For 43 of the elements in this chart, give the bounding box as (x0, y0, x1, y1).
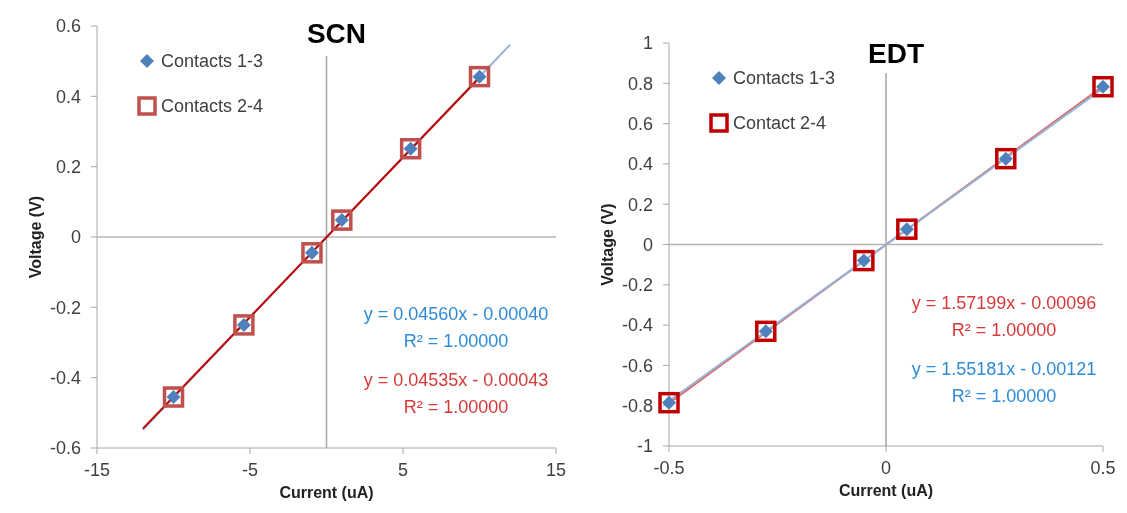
annotation: R² = 1.00000 (951, 320, 1057, 340)
x-axis-title: Current (uA) (279, 484, 374, 501)
annotation: R² = 1.00000 (951, 386, 1057, 406)
y-tick-label: -0.2 (621, 275, 653, 296)
annotation: R² = 1.00000 (403, 331, 509, 351)
x-tick-label: 0 (880, 458, 892, 478)
y-tick-label: -0.8 (621, 396, 653, 416)
x-tick-label: -5 (241, 460, 259, 480)
chart-title: EDT (868, 38, 924, 69)
y-axis-title: Voltage (V) (27, 195, 44, 279)
annotation: y = 0.04560x - 0.00040 (363, 304, 549, 324)
y-tick-label: -0.2 (49, 297, 81, 318)
chart-title: SCN (306, 18, 367, 49)
x-tick-label: -0.5 (653, 458, 685, 478)
y-tick-label: 0.6 (627, 113, 653, 134)
x-tick-label: 0.5 (1090, 458, 1116, 478)
annotation: y = 1.57199x - 0.00096 (911, 293, 1097, 313)
legend-label: Contacts 1-3 (733, 68, 836, 89)
y-axis-title: Voltage (V) (599, 203, 616, 286)
y-tick-label: 0.4 (627, 154, 653, 175)
legend-label: Contact 2-4 (733, 113, 827, 134)
legend-label: Contacts 2-4 (161, 96, 264, 117)
annotation: y = 1.55181x - 0.00121 (911, 359, 1097, 379)
y-tick-label: 0.8 (627, 73, 653, 94)
y-tick-label: -0.4 (49, 367, 81, 388)
x-tick-label: -15 (83, 460, 111, 480)
annotation: R² = 1.00000 (403, 397, 509, 417)
x-tick-label: 15 (545, 460, 567, 480)
y-tick-label: -0.6 (621, 355, 653, 376)
y-tick-label: 0 (642, 234, 653, 255)
y-tick-label: -0.4 (621, 315, 653, 336)
y-tick-label: 0.4 (55, 86, 81, 107)
x-tick-label: 5 (397, 460, 409, 480)
y-tick-label: 0 (70, 227, 81, 248)
legend-label: Contacts 1-3 (161, 51, 264, 72)
y-tick-label: 0.6 (55, 16, 81, 37)
x-axis-title: Current (uA) (838, 482, 934, 499)
y-tick-label: 0.2 (55, 156, 81, 177)
y-tick-label: 0.2 (627, 194, 653, 215)
y-tick-label: 1 (642, 33, 653, 54)
y-tick-label: -1 (636, 436, 653, 457)
y-tick-label: -0.6 (49, 438, 81, 459)
annotation: y = 0.04535x - 0.00043 (363, 370, 549, 390)
